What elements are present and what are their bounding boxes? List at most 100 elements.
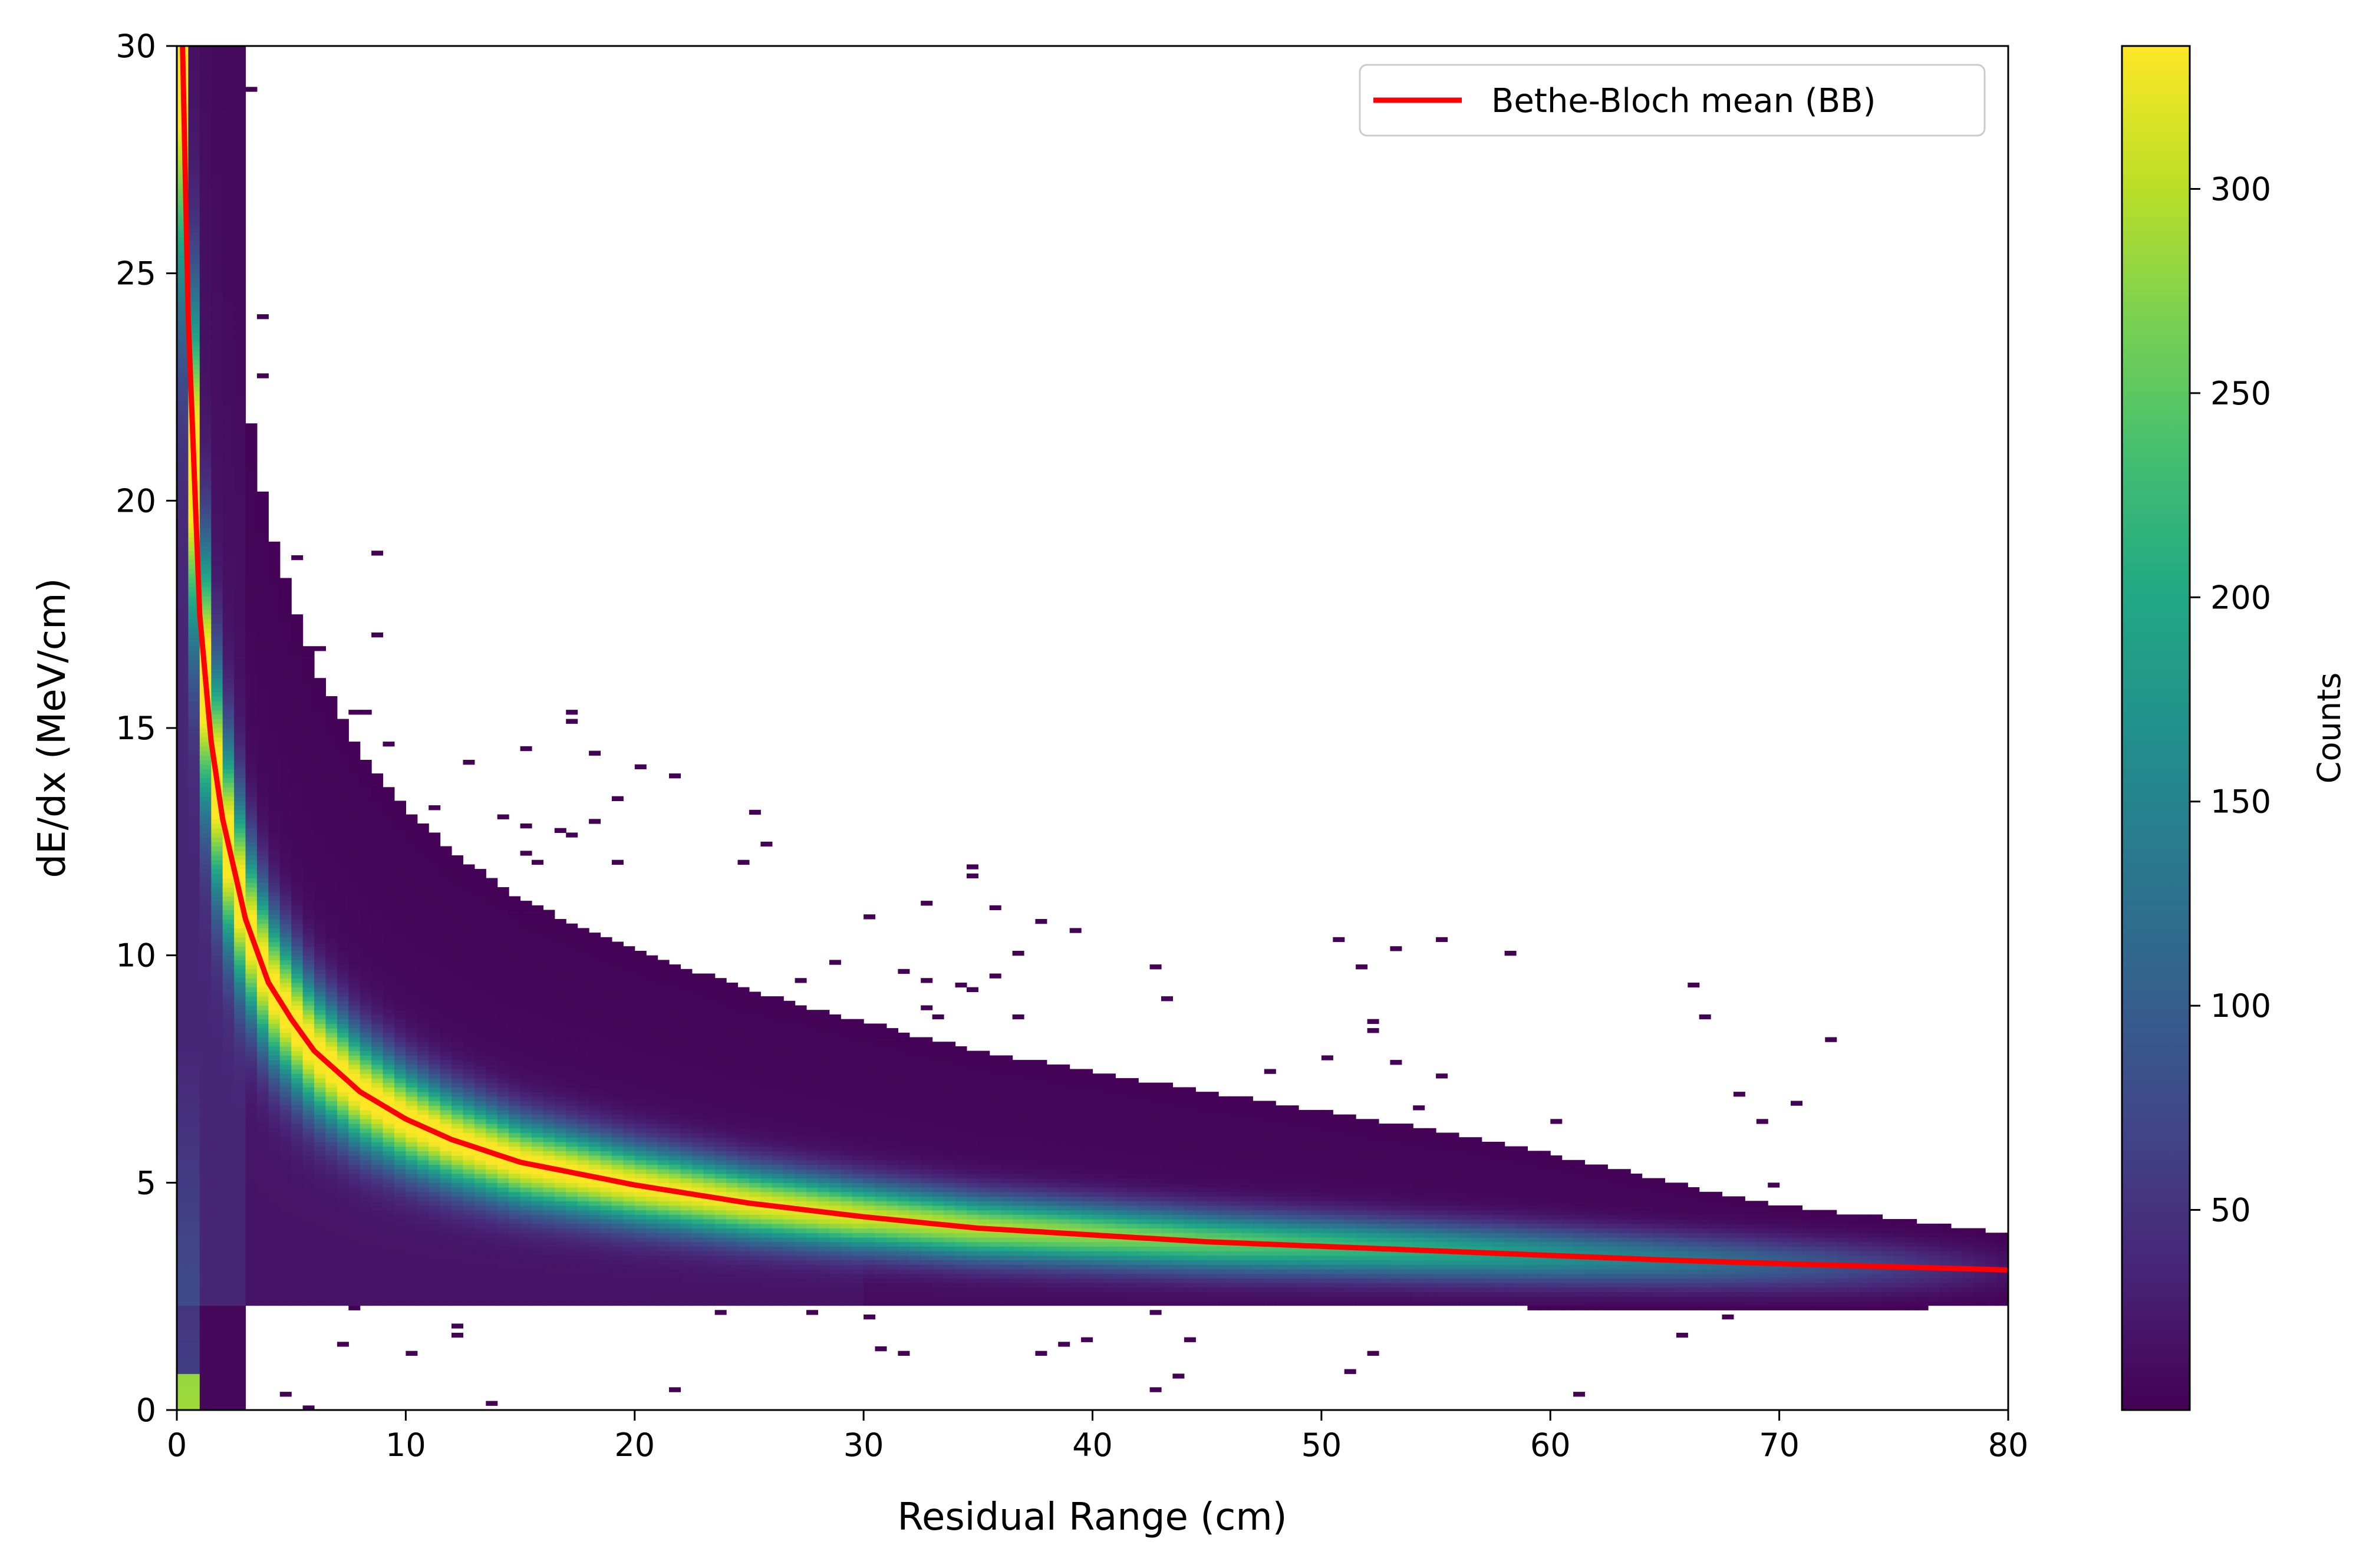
heatmap-cell <box>268 714 281 720</box>
heatmap-cell <box>314 882 326 888</box>
heatmap-cell <box>302 901 315 906</box>
heatmap-cell <box>234 251 246 256</box>
heatmap-cell <box>302 855 315 861</box>
heatmap-cell <box>211 496 223 501</box>
heatmap-cell <box>177 901 189 906</box>
heatmap-cell <box>383 969 395 974</box>
heatmap-cell <box>452 1283 463 1288</box>
heatmap-cell <box>268 814 281 819</box>
heatmap-cell <box>177 1124 189 1129</box>
heatmap-cell <box>463 1173 475 1179</box>
heatmap-cell <box>279 687 292 692</box>
heatmap-cell <box>222 278 235 283</box>
heatmap-cell <box>222 1191 235 1197</box>
heatmap-cell <box>234 464 246 469</box>
heatmap-cell <box>532 1042 543 1047</box>
heatmap-cell <box>222 187 235 192</box>
heatmap-cell <box>406 864 418 869</box>
heatmap-cell <box>177 500 189 506</box>
heatmap-cell <box>383 1137 395 1142</box>
heatmap-cell <box>177 664 189 670</box>
heatmap-cell <box>199 614 212 620</box>
heatmap-cell <box>348 1251 361 1256</box>
heatmap-cell <box>199 896 212 901</box>
heatmap-cell <box>486 1241 498 1247</box>
heatmap-cell <box>234 132 246 137</box>
heatmap-cell <box>429 1037 441 1042</box>
heatmap-cell <box>383 978 395 983</box>
heatmap-cell <box>474 1096 486 1102</box>
heatmap-cell <box>199 982 212 988</box>
heatmap-cell <box>177 1332 189 1338</box>
heatmap-cell <box>188 1141 200 1147</box>
heatmap-cell <box>268 591 281 597</box>
heatmap-cell <box>532 946 543 951</box>
heatmap-cell <box>429 1159 441 1165</box>
heatmap-cell <box>371 978 384 983</box>
heatmap-cell <box>463 1119 475 1124</box>
heatmap-cell <box>302 1260 315 1265</box>
heatmap-cell <box>474 1032 486 1038</box>
heatmap-cell <box>452 891 463 897</box>
heatmap-cell <box>337 910 349 915</box>
heatmap-cell <box>222 1369 235 1374</box>
heatmap-cell <box>360 964 372 970</box>
heatmap-cell <box>394 1178 406 1183</box>
heatmap-cell <box>302 841 315 847</box>
heatmap-cell <box>440 1210 452 1215</box>
heatmap-cell <box>245 787 258 792</box>
heatmap-cell <box>268 587 281 592</box>
heatmap-cell <box>532 1082 543 1088</box>
heatmap-cell <box>188 964 200 970</box>
heatmap-cell <box>279 1169 292 1174</box>
heatmap-cell <box>245 655 258 660</box>
heatmap-cell <box>520 1191 532 1197</box>
heatmap-cell <box>509 1300 521 1306</box>
heatmap-cell <box>211 251 223 256</box>
heatmap-cell <box>222 1296 235 1302</box>
heatmap-cell <box>188 314 200 319</box>
heatmap-cell <box>268 732 281 737</box>
heatmap-cell <box>234 714 246 720</box>
heatmap-cell <box>417 901 429 906</box>
heatmap-cell <box>337 869 349 874</box>
heatmap-cell <box>177 673 189 678</box>
heatmap-cell <box>256 1178 269 1183</box>
heatmap-cell <box>325 723 338 729</box>
heatmap-cell <box>188 705 200 710</box>
heatmap-cell <box>394 901 406 906</box>
heatmap-cell <box>177 882 189 888</box>
heatmap-cell <box>360 1283 372 1288</box>
heatmap-cell <box>211 1109 223 1115</box>
heatmap-cell <box>314 1223 326 1229</box>
heatmap-cell <box>394 1105 406 1111</box>
heatmap-cell <box>188 1255 200 1260</box>
heatmap-cell <box>348 973 361 979</box>
heatmap-cell <box>394 1228 406 1233</box>
heatmap-cell <box>188 864 200 869</box>
heatmap-cell <box>337 851 349 856</box>
heatmap-cell <box>394 1300 406 1306</box>
heatmap-cell <box>383 1191 395 1197</box>
heatmap-cell <box>234 68 246 74</box>
heatmap-cell <box>452 1128 463 1134</box>
heatmap-cell <box>177 978 189 983</box>
heatmap-cell <box>452 1124 463 1129</box>
heatmap-cell <box>211 1182 223 1188</box>
heatmap-cell <box>406 955 418 960</box>
heatmap-cell <box>222 1005 235 1010</box>
heatmap-cell <box>268 1159 281 1165</box>
heatmap-cell <box>429 914 441 920</box>
heatmap-cell <box>417 1233 429 1238</box>
heatmap-cell <box>509 1269 521 1274</box>
heatmap-cell <box>383 946 395 951</box>
heatmap-cell <box>394 964 406 970</box>
heatmap-cell <box>177 896 189 901</box>
heatmap-cell <box>234 1005 246 1010</box>
heatmap-cell <box>360 855 372 861</box>
heatmap-cell <box>222 1401 235 1406</box>
heatmap-cell <box>474 941 486 947</box>
heatmap-cell <box>325 710 338 715</box>
heatmap-cell <box>211 1187 223 1193</box>
heatmap-cell <box>348 855 361 861</box>
